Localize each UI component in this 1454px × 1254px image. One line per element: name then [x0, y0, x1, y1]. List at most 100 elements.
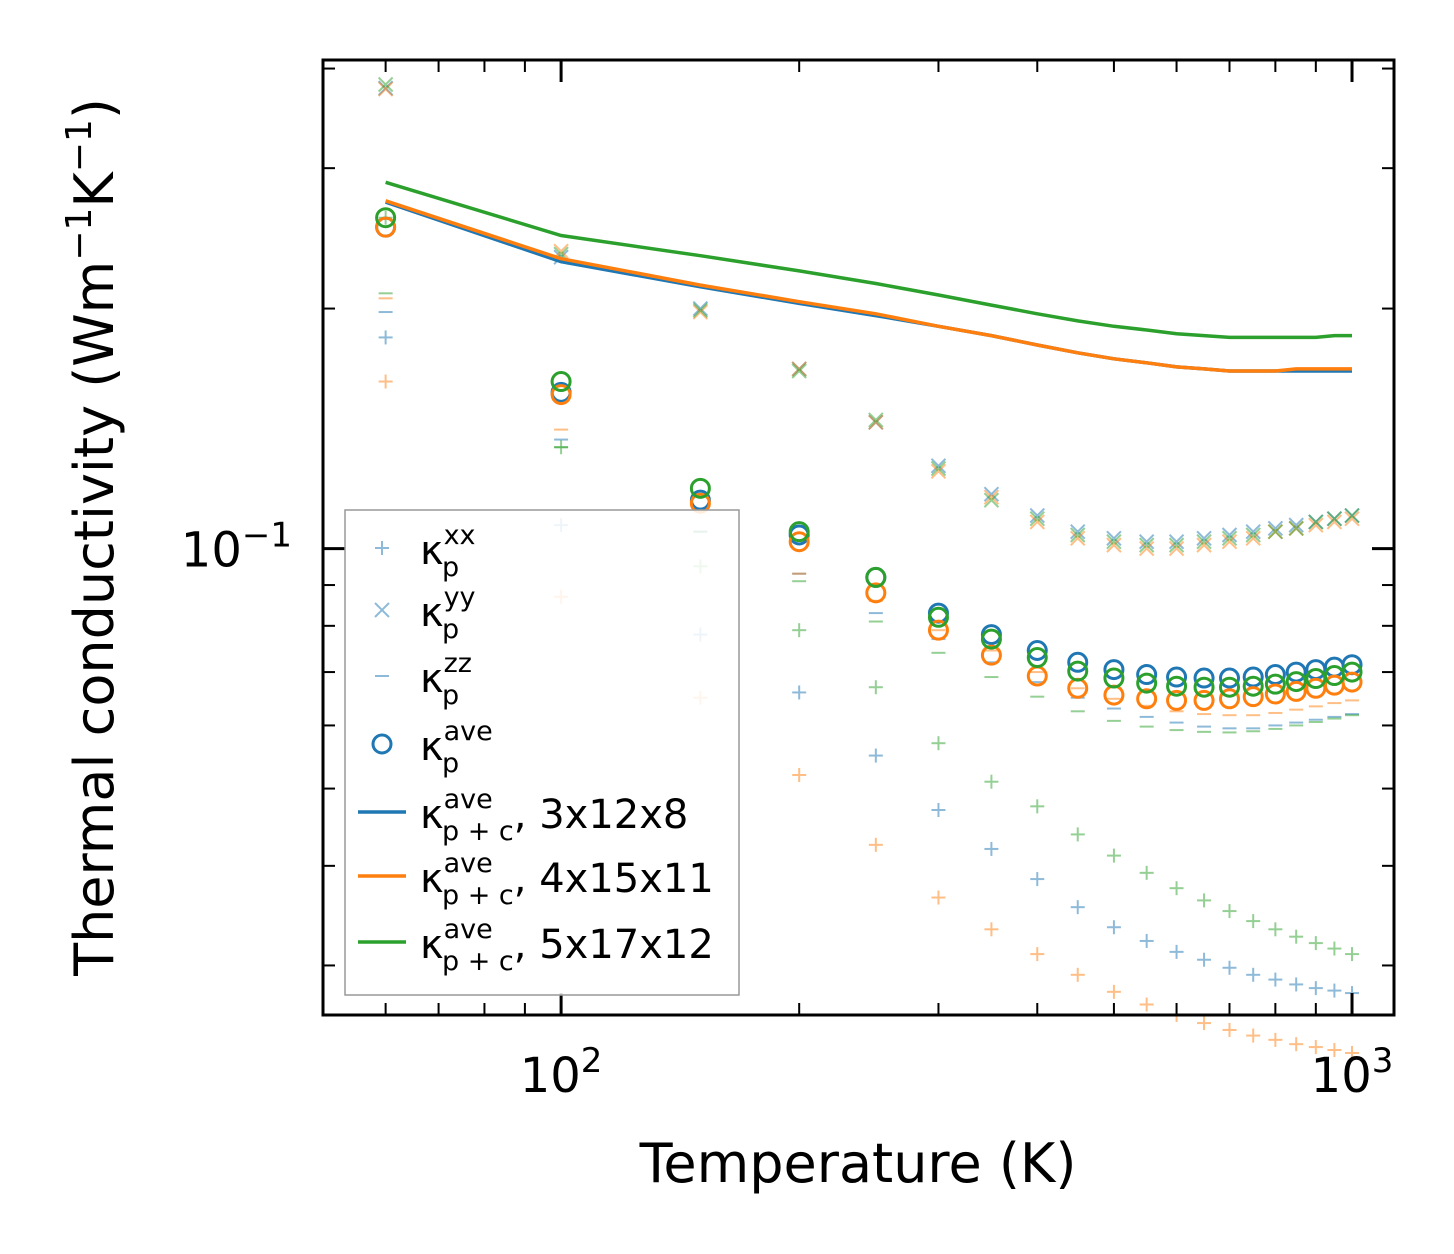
- kxx-point: [1268, 1032, 1283, 1047]
- kave-point: [1136, 664, 1158, 686]
- kyy-point: [1245, 523, 1261, 540]
- kave-point: [1136, 688, 1158, 710]
- kxx-point: [1246, 914, 1261, 929]
- kyy-point: [1106, 530, 1122, 547]
- kyy-point: [692, 300, 709, 317]
- kave-point: [1219, 676, 1241, 698]
- kyy-point: [1196, 534, 1212, 550]
- kave-point: [689, 477, 711, 499]
- kyy-point: [1326, 514, 1343, 530]
- kxx-point: [1246, 967, 1261, 982]
- axis-ticks: 102 103 10−1: [181, 60, 1394, 1104]
- legend-handle-kave: [371, 733, 393, 755]
- kave-point: [1242, 686, 1264, 708]
- kyy-point: [868, 414, 884, 431]
- kyy-point: [1070, 523, 1086, 540]
- kxx-point: [1268, 922, 1283, 937]
- kave-point: [1264, 683, 1286, 705]
- kxx-point: [1308, 1040, 1323, 1055]
- kxx-point: [984, 841, 999, 856]
- kxx-point: [1327, 1043, 1342, 1058]
- kxx-point: [931, 802, 946, 817]
- plot-marks: [375, 76, 1363, 1060]
- legend-label: κzz p: [420, 648, 472, 711]
- kxx-point: [984, 774, 999, 789]
- kyy-point: [1344, 507, 1360, 524]
- kave-point: [927, 606, 949, 628]
- x-axis-label: Temperature (K): [639, 1132, 1077, 1195]
- legend-handle-kxx: [375, 541, 389, 555]
- kyy-point: [868, 412, 884, 428]
- kyy-point: [1344, 511, 1360, 527]
- plot-frame: [321, 58, 1396, 1017]
- legend-label: κave p + c, 4x15x11: [420, 848, 714, 911]
- kxx-point: [868, 748, 883, 763]
- kave-point: [1067, 660, 1089, 682]
- kxx-point: [792, 685, 807, 700]
- kyy-point: [1245, 527, 1261, 543]
- kave-pc-line-c3: [385, 180, 1352, 340]
- kxx-point: [1030, 799, 1045, 814]
- kxx-point: [1308, 981, 1323, 996]
- kxx-point: [792, 767, 807, 782]
- plot-lines: [385, 180, 1352, 373]
- kxx-point: [378, 374, 393, 389]
- kxx-point: [1030, 872, 1045, 887]
- kxx-point: [1222, 960, 1237, 975]
- kyy-point: [692, 302, 709, 319]
- kxx-point: [1030, 947, 1045, 962]
- kave-point: [980, 628, 1002, 650]
- kyy-point: [1267, 523, 1284, 540]
- kyy-point: [1138, 540, 1155, 557]
- kxx-point: [378, 330, 393, 345]
- legend-label: κave p + c, 3x12x8: [420, 784, 688, 847]
- kxx-point: [1308, 936, 1323, 951]
- kyy-point: [1308, 514, 1324, 530]
- kyy-point: [930, 460, 947, 477]
- kxx-point: [1197, 952, 1212, 967]
- kyy-point: [1221, 527, 1238, 543]
- kave-point: [1166, 666, 1188, 688]
- kyy-point: [1288, 517, 1304, 533]
- legend-label: κyy p: [420, 582, 476, 645]
- kyy-point: [1308, 517, 1324, 533]
- kave-point: [865, 566, 887, 588]
- kyy-point: [983, 492, 1000, 508]
- kyy-point: [1138, 534, 1155, 550]
- kxx-point: [1169, 944, 1184, 959]
- kave-point: [1219, 688, 1241, 710]
- kyy-point: [1288, 520, 1304, 537]
- kxx-point: [1197, 893, 1212, 908]
- kxx-point: [1169, 881, 1184, 896]
- kave-point: [1242, 675, 1264, 697]
- kave-point: [1166, 675, 1188, 697]
- kave-point: [1219, 667, 1241, 689]
- y-axis-label: Thermal conductivity (Wm−1K−1): [59, 98, 126, 977]
- kave-point: [1242, 666, 1264, 688]
- kxx-point: [1222, 904, 1237, 919]
- kave-point: [1341, 661, 1363, 683]
- kxx-point: [1139, 865, 1154, 880]
- kave-point: [788, 521, 810, 543]
- kave-point: [1193, 689, 1215, 711]
- kave-point: [1103, 659, 1125, 681]
- kxx-point: [792, 623, 807, 638]
- kxx-point: [1289, 977, 1304, 992]
- legend-label: κxx p: [420, 520, 476, 583]
- kave-point: [1341, 671, 1363, 693]
- kyy-point: [1106, 534, 1122, 550]
- kave-point: [1103, 684, 1125, 706]
- kave-point: [550, 384, 572, 406]
- kyy-point: [930, 458, 947, 474]
- kave-point: [1026, 639, 1048, 661]
- kave-point: [927, 619, 949, 641]
- kave-pc-line-c2: [385, 199, 1352, 373]
- kave-point: [1193, 667, 1215, 689]
- kxx-point: [1106, 848, 1121, 863]
- kyy-point: [1221, 534, 1238, 550]
- kyy-point: [1138, 537, 1155, 553]
- legend-handle-kyy: [374, 602, 390, 618]
- kxx-point: [1106, 920, 1121, 935]
